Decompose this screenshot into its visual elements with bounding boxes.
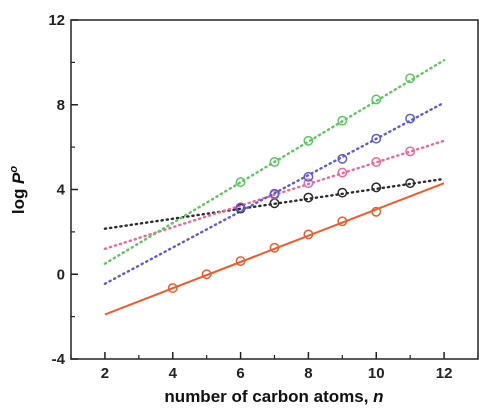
y-tick-label: 4: [57, 182, 66, 199]
data-point: [303, 178, 314, 189]
data-point: [235, 256, 246, 267]
y-tick-label: 8: [57, 97, 65, 114]
y-axis-label: log Po: [8, 166, 28, 215]
data-point: [201, 269, 212, 280]
data-point: [235, 202, 246, 213]
data-point: [337, 187, 348, 198]
data-point: [269, 242, 280, 253]
x-tick-label: 8: [304, 365, 312, 382]
data-point: [269, 188, 280, 199]
y-tick-label: 0: [57, 266, 65, 283]
x-tick-label: 4: [169, 365, 178, 382]
data-point: [337, 153, 348, 164]
data-point: [405, 113, 416, 124]
data-point: [303, 192, 314, 203]
fit-line: [103, 59, 446, 265]
data-point: [337, 167, 348, 178]
fit-line: [103, 139, 446, 251]
data-point: [303, 135, 314, 146]
fit-line: [104, 182, 445, 316]
data-point: [405, 178, 416, 189]
data-point: [303, 171, 314, 182]
x-tick-label: 12: [436, 365, 453, 382]
data-point: [337, 115, 348, 126]
x-tick-label: 6: [236, 365, 244, 382]
y-tick-label: -4: [52, 351, 66, 368]
data-point: [405, 146, 416, 157]
data-point: [371, 133, 382, 144]
data-point: [405, 73, 416, 84]
data-point: [167, 283, 178, 293]
x-tick-label: 10: [368, 365, 385, 382]
x-tick-label: 2: [101, 365, 109, 382]
data-point: [303, 229, 314, 240]
x-axis-label-variable: n: [373, 387, 383, 406]
data-point: [371, 157, 382, 167]
y-axis-label-text: log: [9, 184, 28, 214]
data-point: [371, 206, 382, 217]
x-axis-label-text: number of carbon atoms,: [164, 387, 373, 406]
axes: 2 4 6 8 10 12 -4 0 4 8 12: [48, 12, 479, 382]
data-point: [371, 182, 382, 193]
fit-line: [103, 177, 446, 230]
fit-line: [103, 101, 446, 285]
y-tick-label: 12: [48, 12, 65, 29]
y-axis-label-superscript: o: [8, 166, 20, 173]
data-point: [337, 216, 348, 227]
data-point: [371, 94, 382, 105]
y-axis-label-variable: P: [9, 172, 28, 184]
fit-lines: [103, 59, 446, 316]
x-axis-label: number of carbon atoms, n: [164, 387, 383, 406]
data-point: [269, 157, 280, 167]
data-point: [235, 177, 246, 188]
data-points: [167, 73, 416, 293]
